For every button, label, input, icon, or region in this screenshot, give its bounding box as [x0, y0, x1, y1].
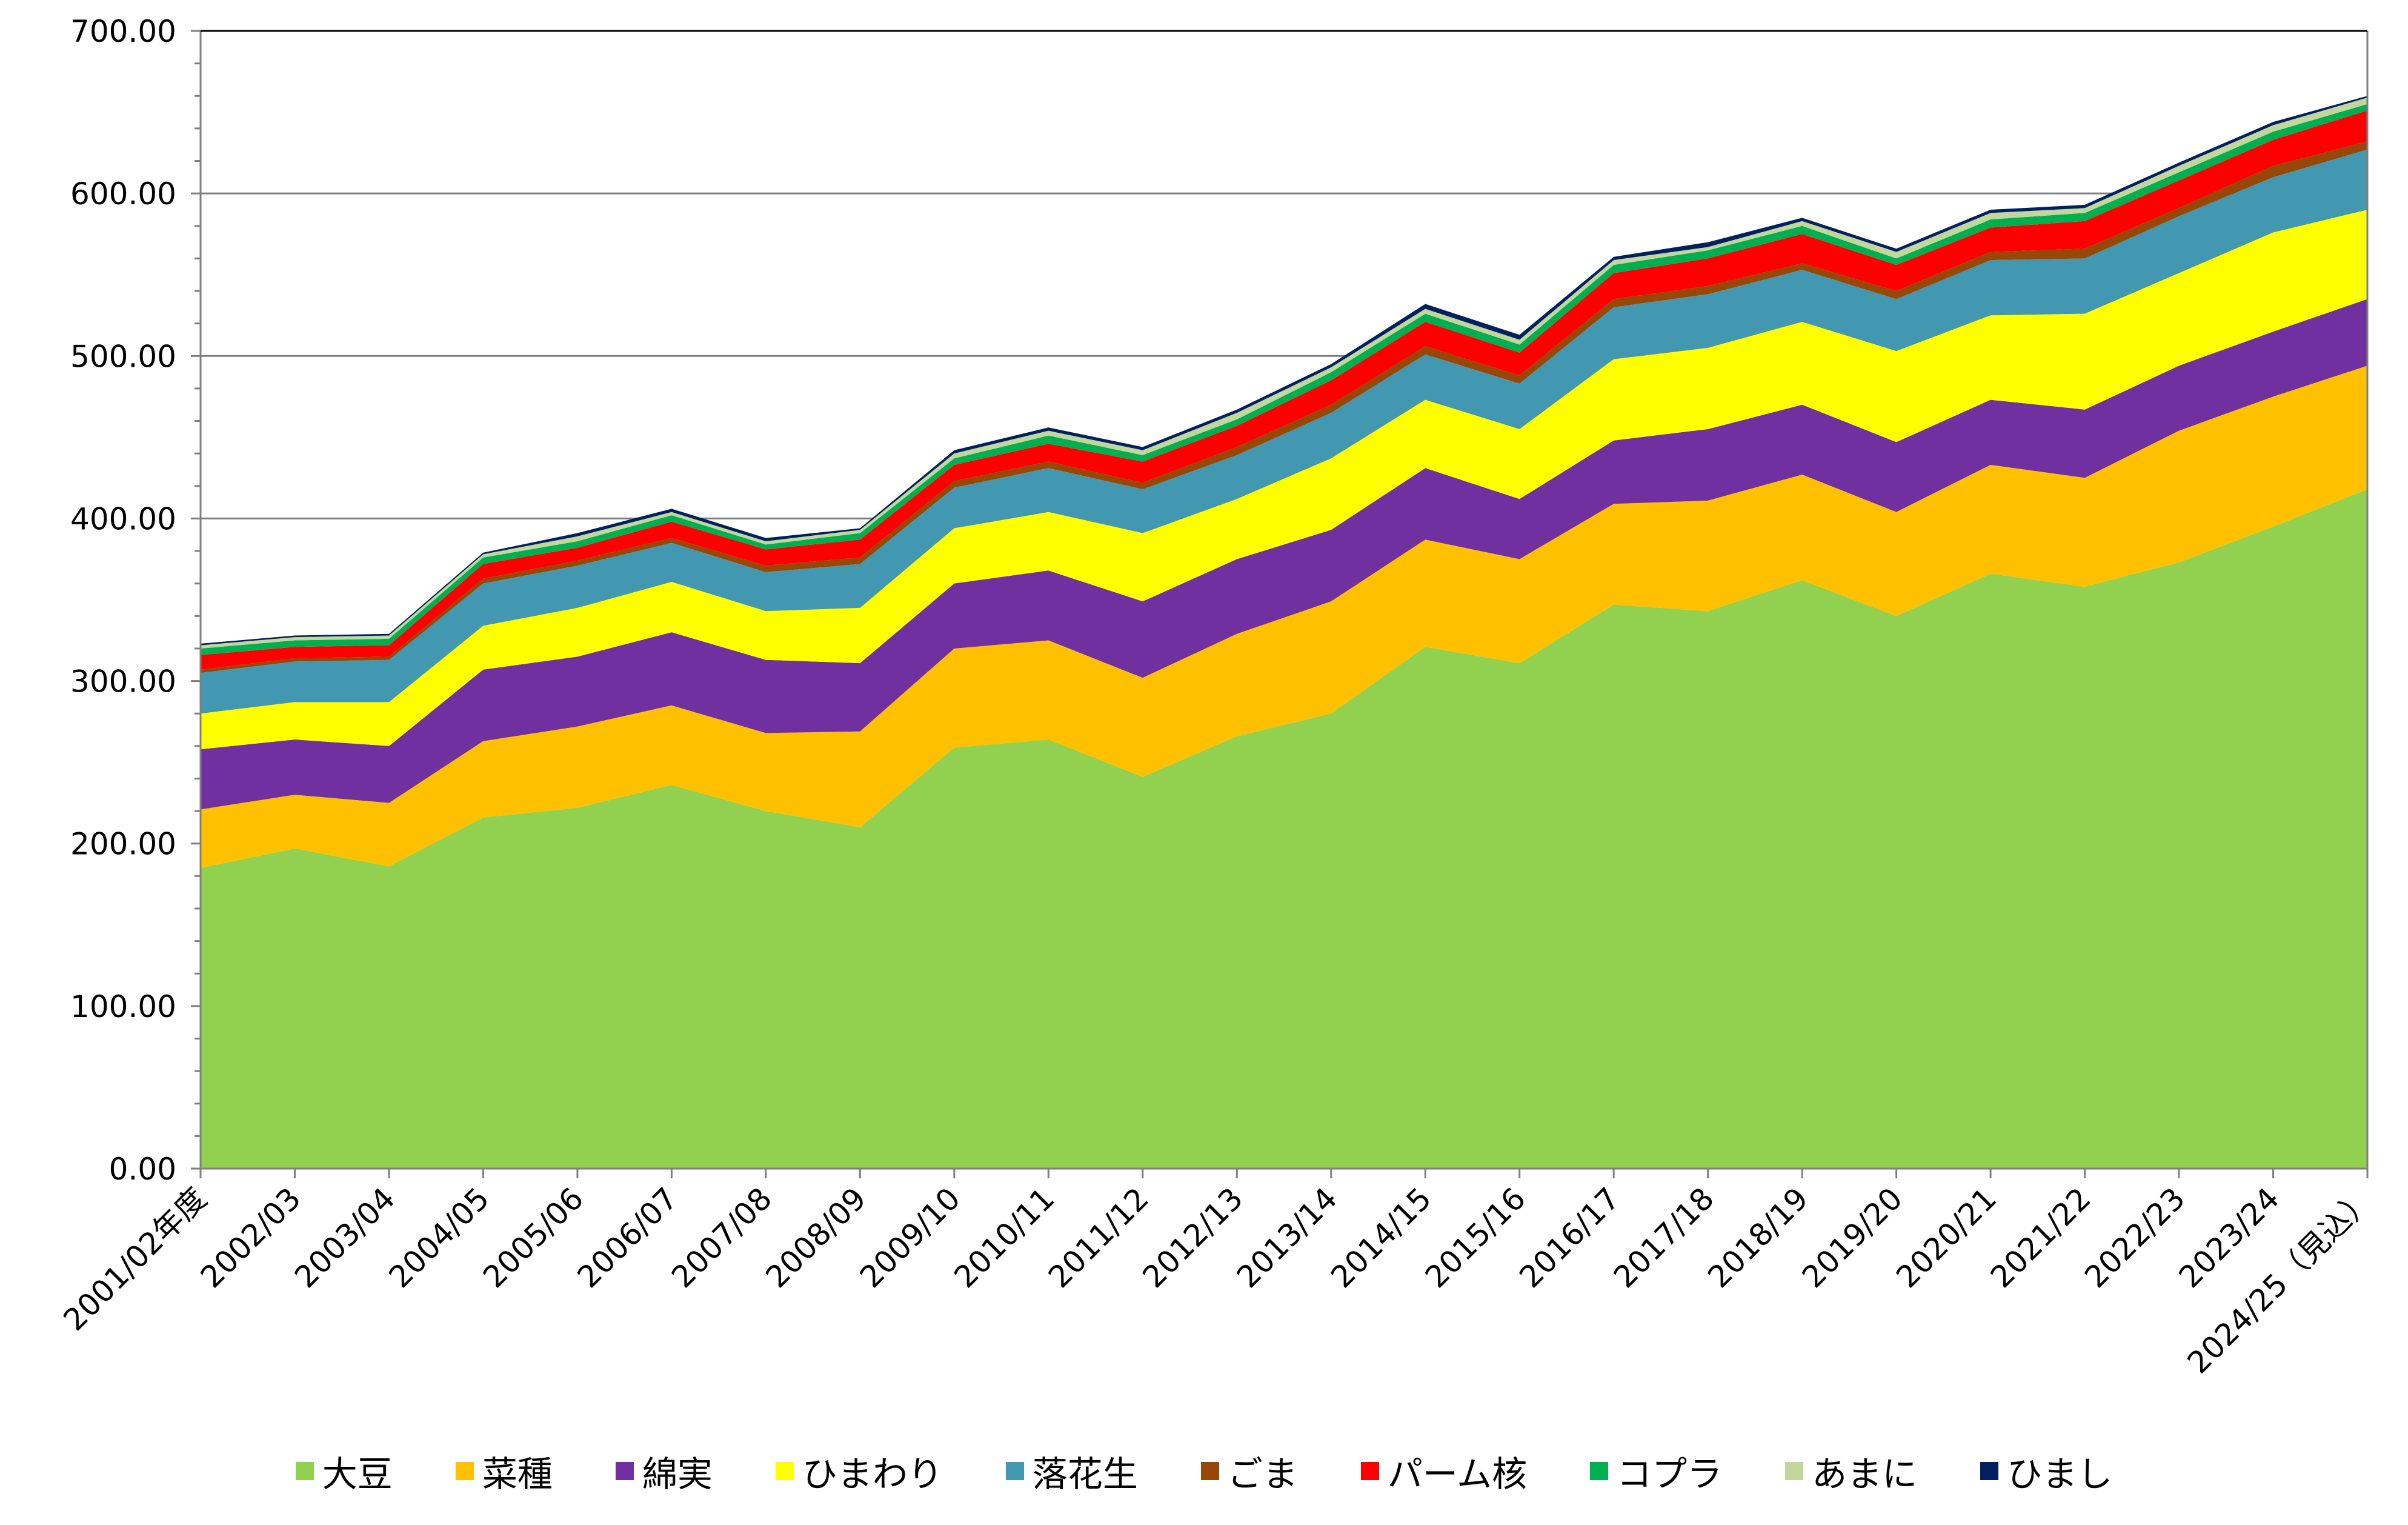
legend-item: 綿実 — [615, 1446, 713, 1497]
legend-item: ごま — [1200, 1446, 1298, 1497]
area-大豆 — [201, 489, 2367, 1169]
x-tick-label: 2022/23 — [2078, 1181, 2192, 1295]
legend-label: コプラ — [1617, 1453, 1723, 1495]
legend-label: あまに — [1812, 1453, 1918, 1495]
legend-item: 菜種 — [455, 1446, 553, 1497]
legend-label: 落花生 — [1032, 1453, 1138, 1495]
area-ひまわり — [201, 209, 2367, 750]
x-tick-label: 2015/16 — [1419, 1181, 1532, 1295]
area-落花生 — [201, 149, 2367, 714]
x-tick-label: 2009/10 — [853, 1181, 967, 1295]
legend-swatch — [1005, 1462, 1024, 1480]
x-tick-label: 2005/06 — [476, 1181, 590, 1295]
x-tick-label: 2011/12 — [1042, 1181, 1156, 1295]
y-tick-label: 700.00 — [70, 14, 176, 49]
area-菜種 — [201, 365, 2367, 868]
x-tick-label: 2003/04 — [288, 1181, 402, 1295]
x-tick-label: 2001/02年度 — [57, 1181, 214, 1338]
x-tick-label: 2021/22 — [1984, 1181, 2098, 1295]
x-tick-label: 2014/15 — [1325, 1181, 1438, 1295]
y-tick-label: 500.00 — [70, 339, 176, 374]
legend-item: 大豆 — [295, 1446, 393, 1497]
legend: 大豆 菜種 綿実 ひまわり 落花生 ごま パーム核 コプラ あまに ひまし — [0, 1446, 2408, 1497]
y-tick-label: 0.00 — [109, 1152, 176, 1187]
x-tick-labels: 2001/02年度2002/032003/042004/052005/06200… — [57, 1181, 2381, 1380]
legend-item: あまに — [1785, 1446, 1917, 1497]
x-tick-label: 2006/07 — [571, 1181, 685, 1295]
x-tick-label: 2008/09 — [759, 1181, 873, 1295]
y-tick-label: 300.00 — [70, 664, 176, 699]
legend-label: 綿実 — [642, 1453, 713, 1495]
legend-swatch — [1980, 1462, 1999, 1480]
x-tick-label: 2004/05 — [382, 1181, 496, 1295]
y-tick-label: 600.00 — [70, 176, 176, 212]
area-綿実 — [201, 299, 2367, 810]
x-tick-label: 2020/21 — [1889, 1181, 2003, 1295]
legend-swatch — [1785, 1462, 1804, 1480]
legend-label: 大豆 — [322, 1453, 393, 1495]
legend-item: ひまわり — [775, 1446, 943, 1497]
stacked-area-chart: 0.00 100.00 200.00 300.00 400.00 500.00 600.00… — [57, 14, 2381, 1381]
y-tick-label: 400.00 — [70, 501, 176, 536]
legend-swatch — [295, 1462, 314, 1480]
legend-item: パーム核 — [1360, 1446, 1528, 1497]
y-tick-labels: 0.00 100.00 200.00 300.00 400.00 500.00 600.00… — [70, 14, 176, 1187]
legend-swatch — [775, 1462, 794, 1480]
legend-label: ひまし — [2007, 1453, 2113, 1495]
legend-label: 菜種 — [482, 1453, 553, 1495]
legend-swatch — [1590, 1462, 1609, 1480]
legend-label: ごま — [1227, 1453, 1298, 1495]
x-tick-label: 2017/18 — [1607, 1181, 1721, 1295]
x-tick-label: 2016/17 — [1512, 1181, 1626, 1295]
legend-swatch — [1360, 1462, 1379, 1480]
x-tick-label: 2007/08 — [665, 1181, 779, 1295]
y-tick-label: 200.00 — [70, 827, 176, 862]
legend-swatch — [615, 1462, 634, 1480]
area-パーム核 — [201, 110, 2367, 670]
x-tick-label: 2012/13 — [1136, 1181, 1250, 1295]
x-tick-label: 2002/03 — [194, 1181, 308, 1295]
axes — [191, 30, 2369, 1178]
legend-item: コプラ — [1590, 1446, 1722, 1497]
x-tick-label: 2019/20 — [1795, 1181, 1909, 1295]
y-tick-label: 100.00 — [70, 989, 176, 1024]
legend-swatch — [1200, 1462, 1219, 1480]
area-コプラ — [201, 104, 2367, 655]
areas — [201, 96, 2367, 1169]
legend-item: ひまし — [1980, 1446, 2112, 1497]
legend-swatch — [455, 1462, 474, 1480]
legend-item: 落花生 — [1005, 1446, 1138, 1497]
legend-label: パーム核 — [1387, 1453, 1528, 1495]
x-tick-label: 2010/11 — [948, 1181, 1062, 1295]
area-ごま — [201, 141, 2367, 673]
x-tick-label: 2013/14 — [1230, 1181, 1344, 1295]
legend-label: ひまわり — [802, 1453, 943, 1495]
x-tick-label: 2018/19 — [1701, 1181, 1815, 1295]
